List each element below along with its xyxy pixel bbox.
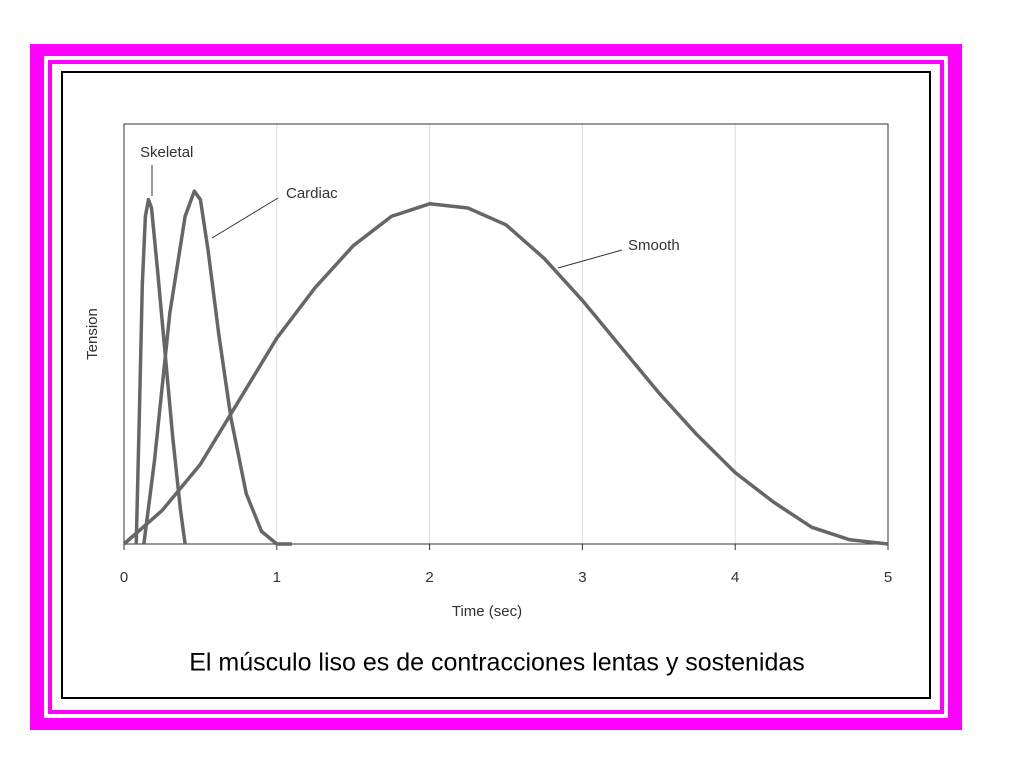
leader-line (211, 197, 279, 239)
plot-frame (123, 123, 889, 545)
x-tick-label: 3 (578, 569, 586, 586)
x-tick-label: 0 (120, 569, 128, 586)
series-line (142, 189, 293, 546)
x-tick-label: 4 (731, 569, 739, 586)
chart-panel (61, 71, 931, 699)
y-axis-label: Tension (84, 308, 101, 360)
series-label: Cardiac (286, 185, 338, 202)
x-axis-label: Time (sec) (452, 603, 522, 620)
series-line (134, 197, 187, 545)
inner-frame (48, 60, 944, 714)
series-label: Smooth (628, 237, 680, 254)
x-tick-label: 2 (425, 569, 433, 586)
x-tick-label: 5 (884, 569, 892, 586)
x-tick-label: 1 (273, 569, 281, 586)
leader-line (557, 249, 623, 269)
caption: El músculo liso es de contracciones lent… (189, 649, 805, 677)
series-line (122, 202, 889, 546)
series-label: Skeletal (140, 144, 193, 161)
